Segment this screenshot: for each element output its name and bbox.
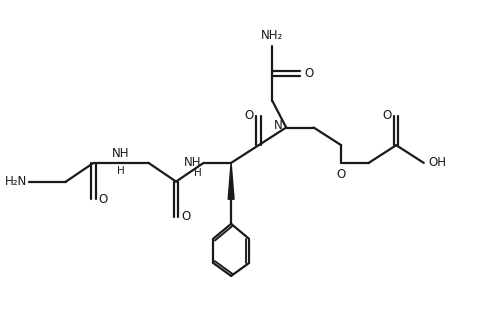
Text: O: O: [245, 109, 254, 122]
Text: H₂N: H₂N: [4, 175, 27, 188]
Text: N: N: [273, 119, 282, 132]
Text: NH: NH: [184, 156, 202, 169]
Text: H: H: [194, 168, 202, 178]
Text: O: O: [98, 193, 108, 206]
Text: NH: NH: [112, 147, 130, 160]
Text: OH: OH: [429, 156, 447, 169]
Text: O: O: [181, 210, 190, 224]
Text: O: O: [305, 67, 314, 80]
Polygon shape: [228, 163, 234, 199]
Text: O: O: [336, 168, 346, 181]
Text: H: H: [117, 166, 125, 176]
Text: NH₂: NH₂: [261, 29, 283, 42]
Text: O: O: [382, 109, 391, 122]
